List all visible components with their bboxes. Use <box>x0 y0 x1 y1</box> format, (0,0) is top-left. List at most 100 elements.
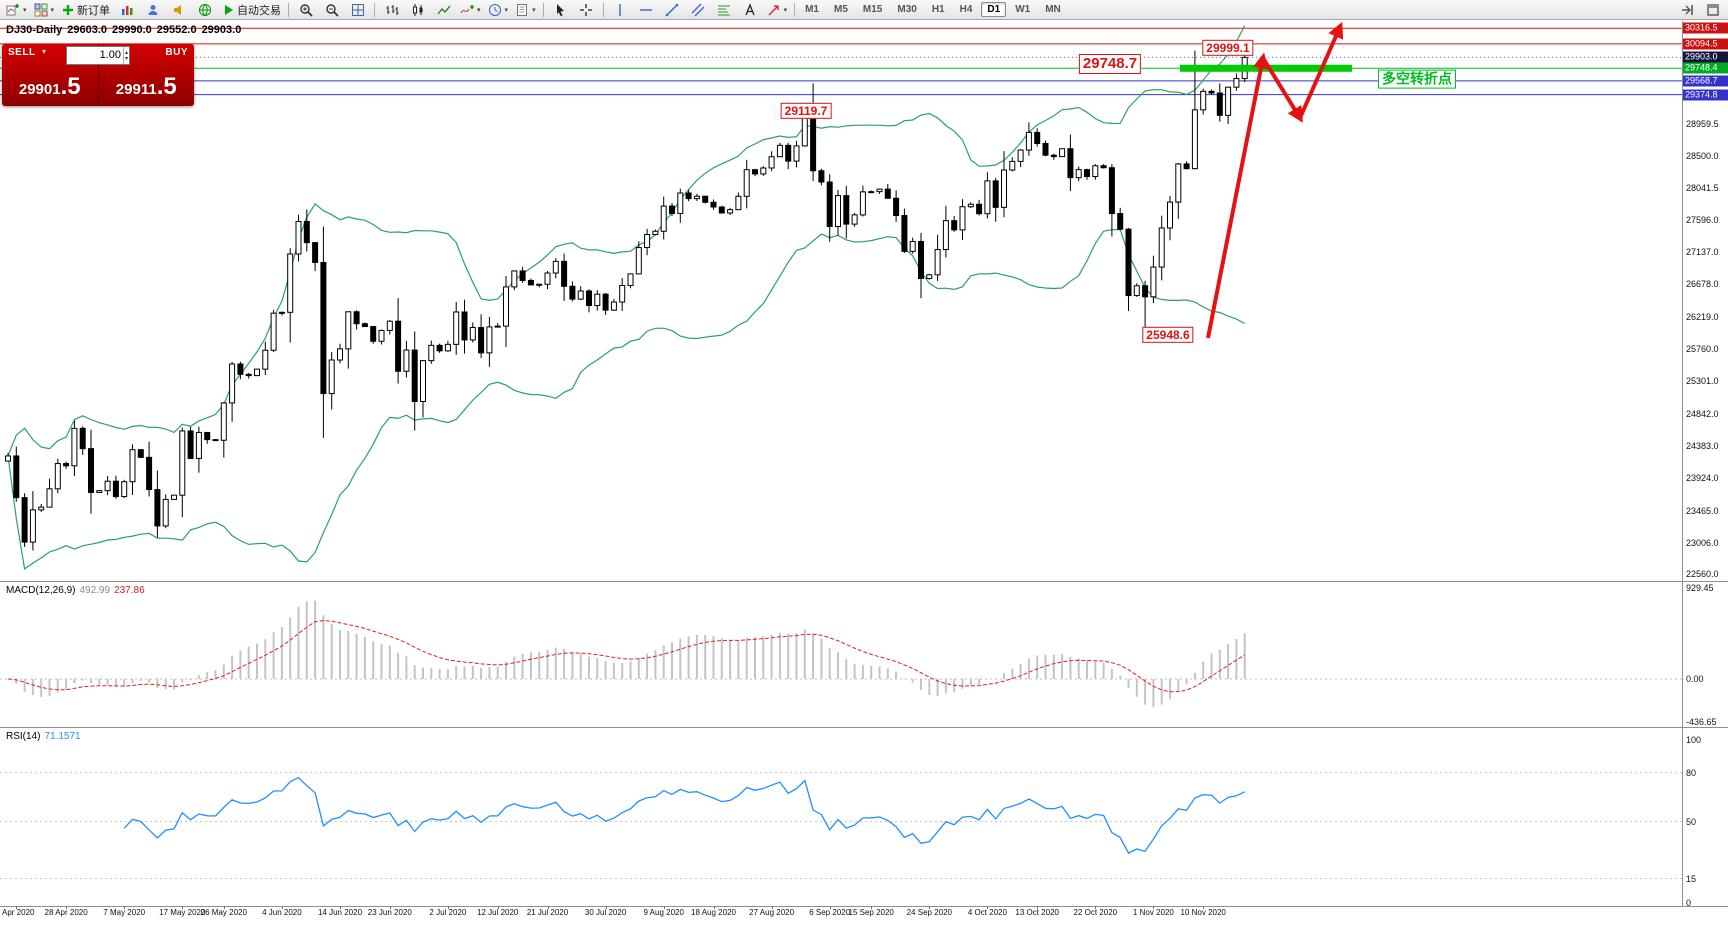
speaker-icon <box>173 4 181 15</box>
arrows-tool-button[interactable]: ▾ <box>764 0 791 19</box>
bars-mini-icon <box>121 5 133 15</box>
sell-label: SELL <box>8 47 36 58</box>
candles-layer <box>5 50 1248 551</box>
timeframe-mn-button[interactable]: MN <box>1045 4 1061 15</box>
toolbar-separator <box>542 2 544 17</box>
rsiL-layer <box>0 772 1682 880</box>
zoom-in-button[interactable] <box>293 0 318 19</box>
templates-button[interactable]: ▾ <box>512 0 539 19</box>
zoom-out-button[interactable] <box>319 0 344 19</box>
trend-icon <box>665 3 679 16</box>
timeframe-m5-button[interactable]: M5 <box>834 4 848 15</box>
fibonacci-button[interactable] <box>712 0 737 19</box>
docking-button[interactable] <box>1700 0 1725 19</box>
globe-icon <box>198 3 211 16</box>
timeframe-h4-button[interactable]: H4 <box>959 4 973 15</box>
profiles-button[interactable]: ▾ <box>31 0 58 19</box>
spinner-down-icon[interactable]: ▾ <box>124 55 128 62</box>
annotation-29748.7[interactable]: 29748.7 <box>1078 54 1142 74</box>
candle-icon <box>412 3 423 16</box>
ohlc-open: 29603.0 <box>67 24 108 36</box>
ohlc-close: 29903.0 <box>201 24 242 36</box>
candle-chart-button[interactable] <box>405 0 430 19</box>
ohlc-low: 29552.0 <box>156 24 197 36</box>
timeframe-d1-button[interactable]: D1 <box>981 2 1007 17</box>
toolbar: ▾ ▾ 新订单 自动交易 ▾ ▾ ▾ ▾ M1 M5 M15 M30 H1 H4 D1 W1 MN <box>0 0 1728 20</box>
annotation-29119.7[interactable]: 29119.7 <box>780 102 832 120</box>
caret-down-icon: ▾ <box>783 6 788 14</box>
horizontal-line-button[interactable] <box>634 0 659 19</box>
new-chart-button[interactable]: ▾ <box>3 0 30 19</box>
caret-down-icon: ▾ <box>23 6 27 14</box>
timeframe-m1-button[interactable]: M1 <box>805 4 819 15</box>
timeframe-m15-button[interactable]: M15 <box>862 4 883 15</box>
volume-spinner[interactable]: ▴ ▾ <box>122 47 129 64</box>
chart-plus-icon <box>6 3 19 15</box>
plus-green-icon <box>63 4 74 15</box>
new-order-button[interactable]: 新订单 <box>58 0 113 19</box>
arrows-layer[interactable] <box>1206 21 1344 339</box>
text-label-button[interactable] <box>738 0 763 19</box>
full-icon <box>1706 3 1719 16</box>
volume-input[interactable]: 1.00 <box>99 49 121 61</box>
cursor-icon <box>557 3 565 16</box>
pane-separator-rsi[interactable] <box>0 727 1728 728</box>
trade-dropdown-icon[interactable]: ▾ <box>42 47 47 56</box>
buy-label: BUY <box>165 47 188 58</box>
periods-button[interactable]: ▾ <box>485 0 512 19</box>
web-terminal-button[interactable] <box>192 0 217 19</box>
template-icon <box>517 3 528 16</box>
cursor-button[interactable] <box>548 0 573 19</box>
bands-layer <box>7 25 1246 570</box>
timeframe-w1-button[interactable]: W1 <box>1015 4 1031 15</box>
channel-icon <box>691 3 705 16</box>
macd-signal-value: 237.86 <box>114 585 145 596</box>
annotation-29999.1[interactable]: 29999.1 <box>1202 39 1254 57</box>
hline-icon <box>640 8 653 11</box>
equidistant-channel-button[interactable] <box>686 0 711 19</box>
toolbar-separator <box>602 2 604 17</box>
chart-symbol: DJ30-Daily <box>6 24 63 36</box>
annotation-25948.6[interactable]: 25948.6 <box>1142 326 1194 344</box>
zoom-in-icon <box>299 3 313 17</box>
line-icon <box>436 5 451 14</box>
data-window-button[interactable] <box>140 0 165 19</box>
levels-layer[interactable] <box>0 27 1682 96</box>
crosshair-button[interactable] <box>574 0 599 19</box>
timeframe-bar: M1 M5 M15 M30 H1 H4 D1 W1 MN <box>798 2 1068 17</box>
timeframe-m30-button[interactable]: M30 <box>897 4 917 15</box>
person-icon <box>148 4 158 15</box>
indicators-button[interactable]: ▾ <box>457 0 484 19</box>
macd-name: MACD(12,26,9) <box>6 585 76 596</box>
vertical-line-button[interactable] <box>608 0 633 19</box>
annotation-多空转折点[interactable]: 多空转折点 <box>1378 69 1456 89</box>
macd-label: MACD(12,26,9) 492.99 237.86 <box>6 585 145 596</box>
market-watch-button[interactable] <box>114 0 139 19</box>
line-chart-button[interactable] <box>431 0 456 19</box>
crosshair-icon <box>580 3 593 16</box>
volume-box: 1.00 ▴ ▾ <box>66 46 130 65</box>
tile-windows-button[interactable] <box>345 0 370 19</box>
textA-icon <box>745 2 755 15</box>
rsi-value: 71.1571 <box>44 731 81 742</box>
zoom-out-icon <box>325 3 339 17</box>
price-axis-border <box>1682 21 1683 907</box>
pane-separator-macd[interactable] <box>0 581 1728 582</box>
autotrading-button[interactable]: 自动交易 <box>218 0 284 19</box>
timeframe-h1-button[interactable]: H1 <box>931 4 945 15</box>
trendline-button[interactable] <box>660 0 685 19</box>
play-green-icon <box>225 4 234 15</box>
one-click-trading-widget: SELL 29901.5 BUY 29911.5 ▾ 1.00 ▴ ▾ <box>2 44 194 106</box>
chart-title: DJ30-Daily 29603.0 29990.0 29552.0 29903.0 <box>6 24 246 36</box>
spinner-up-icon[interactable]: ▴ <box>124 49 128 56</box>
toolbar-right-buttons <box>1674 0 1725 19</box>
caret-down-icon: ▾ <box>50 6 55 14</box>
chart-shift-button[interactable] <box>1674 0 1699 19</box>
shift-icon <box>1681 4 1693 15</box>
vline-icon <box>619 3 621 16</box>
bar-chart-button[interactable] <box>379 0 404 19</box>
fibo-icon <box>718 4 731 16</box>
clock-icon <box>488 3 501 16</box>
alerts-button[interactable] <box>166 0 191 19</box>
